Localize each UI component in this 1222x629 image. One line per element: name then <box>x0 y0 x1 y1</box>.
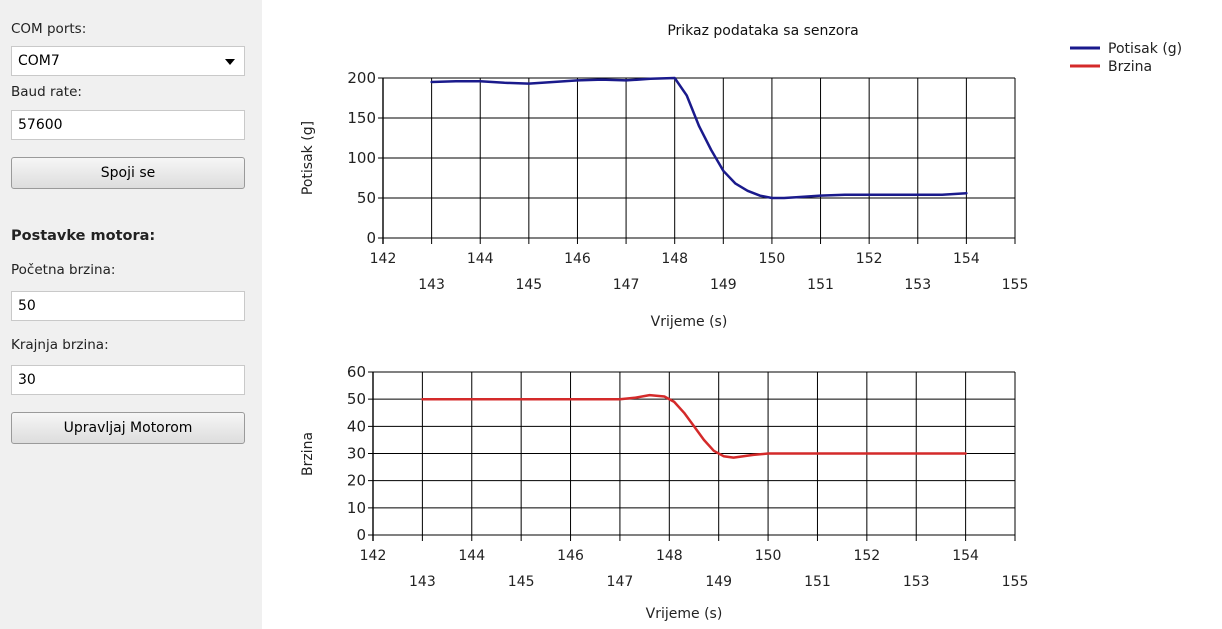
x-tick-label: 142 <box>360 548 387 564</box>
y-tick-label: 150 <box>347 109 376 127</box>
y-tick-label: 20 <box>347 472 366 490</box>
x-tick-label: 149 <box>705 574 732 590</box>
series-line-potisak-g <box>430 76 968 200</box>
start-speed-input[interactable]: 50 <box>11 291 245 321</box>
start-speed-label: Početna brzina: <box>11 262 116 278</box>
com-ports-label: COM ports: <box>11 21 87 37</box>
y-tick-label: 30 <box>347 445 366 463</box>
brzina-chart: 0 10 20 30 40 50 60 142 143 144 145 146 147 148 149 150… <box>300 363 1028 622</box>
x-tick-label: 150 <box>755 548 782 564</box>
x-axis-label: Vrijeme (s) <box>646 606 723 622</box>
x-tick-label: 146 <box>564 251 591 267</box>
x-tick-label: 148 <box>661 251 688 267</box>
y-tick-label: 100 <box>347 149 376 167</box>
legend-label-potisak: Potisak (g) <box>1108 41 1182 57</box>
x-tick-label: 145 <box>508 574 535 590</box>
x-tick-label: 154 <box>953 251 980 267</box>
x-tick-label: 154 <box>952 548 979 564</box>
chevron-down-icon[interactable] <box>225 59 235 65</box>
x-tick-label: 147 <box>607 574 634 590</box>
x-tick-label: 143 <box>418 277 445 293</box>
x-tick-label: 150 <box>759 251 786 267</box>
x-tick-label: 151 <box>807 277 834 293</box>
x-tick-label: 153 <box>904 277 931 293</box>
y-tick-label: 60 <box>347 363 366 381</box>
baud-rate-input[interactable]: 57600 <box>11 110 245 140</box>
baud-rate-label: Baud rate: <box>11 84 82 100</box>
x-tick-label: 152 <box>853 548 880 564</box>
potisak-chart: 0 50 100 150 200 142 143 144 145 146 147 148 149 150 1… <box>300 69 1028 330</box>
x-tick-label: 152 <box>856 251 883 267</box>
y-tick-label: 40 <box>347 417 366 435</box>
chart-legend: Potisak (g) Brzina <box>1070 41 1182 75</box>
x-tick-label: 155 <box>1002 574 1029 590</box>
x-tick-label: 147 <box>613 277 640 293</box>
x-tick-label: 151 <box>804 574 831 590</box>
y-tick-label: 0 <box>356 526 366 544</box>
sidebar-panel: COM ports: COM7 Baud rate: 57600 Spoji s… <box>0 0 262 629</box>
com-port-select[interactable]: COM7 <box>11 46 245 76</box>
y-tick-label: 50 <box>357 189 376 207</box>
connect-button[interactable]: Spoji se <box>11 157 245 189</box>
com-port-value: COM7 <box>18 53 60 69</box>
control-motor-button[interactable]: Upravljaj Motorom <box>11 412 245 444</box>
series-line-brzina <box>421 393 967 459</box>
x-tick-label: 155 <box>1002 277 1029 293</box>
end-speed-input[interactable]: 30 <box>11 365 245 395</box>
y-axis-label: Brzina <box>300 432 316 476</box>
y-tick-label: 10 <box>347 499 366 517</box>
x-tick-label: 143 <box>409 574 436 590</box>
x-tick-label: 153 <box>903 574 930 590</box>
x-tick-label: 149 <box>710 277 737 293</box>
chart-title: Prikaz podataka sa senzora <box>667 23 858 39</box>
x-tick-label: 146 <box>557 548 584 564</box>
x-tick-label: 148 <box>656 548 683 564</box>
y-tick-label: 200 <box>347 69 376 87</box>
legend-label-brzina: Brzina <box>1108 59 1152 75</box>
x-axis-label: Vrijeme (s) <box>651 314 728 330</box>
x-tick-label: 144 <box>458 548 485 564</box>
x-tick-label: 145 <box>515 277 542 293</box>
y-tick-label: 0 <box>366 229 376 247</box>
motor-settings-header: Postavke motora: <box>11 228 156 244</box>
end-speed-label: Krajnja brzina: <box>11 337 109 353</box>
y-tick-label: 50 <box>347 390 366 408</box>
y-axis-label: Potisak (g] <box>300 121 316 195</box>
x-tick-label: 144 <box>467 251 494 267</box>
x-tick-label: 142 <box>370 251 397 267</box>
